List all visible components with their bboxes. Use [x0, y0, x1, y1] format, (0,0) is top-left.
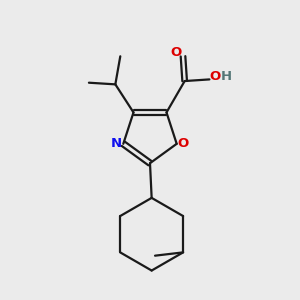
Text: O: O: [170, 46, 182, 59]
Text: N: N: [110, 137, 122, 150]
Text: H: H: [221, 70, 232, 83]
Text: O: O: [178, 137, 189, 150]
Text: O: O: [210, 70, 221, 83]
